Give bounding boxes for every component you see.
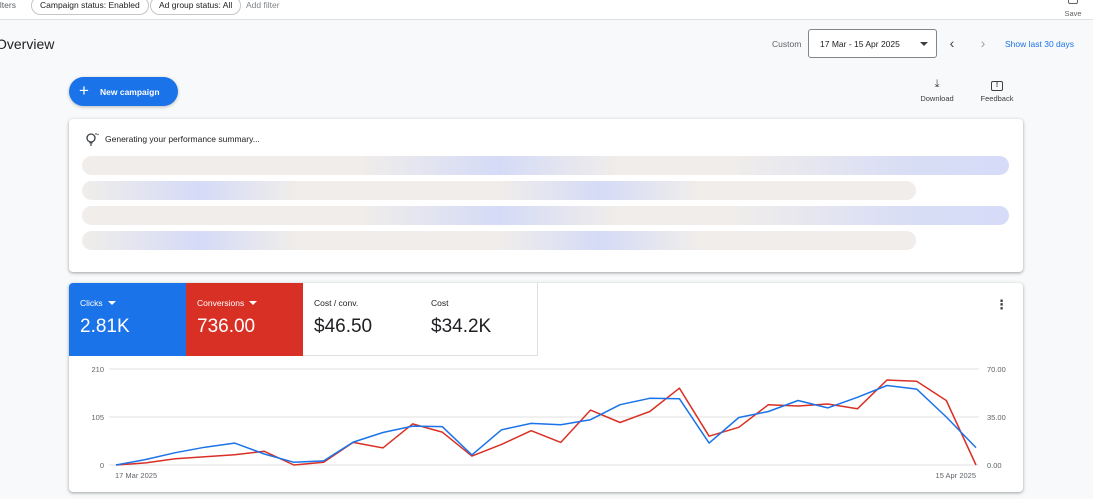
caret-down-icon [920, 42, 928, 46]
left-axis-tick-label: 105 [91, 413, 104, 422]
filter-bar: ilters Campaign status: Enabled Ad group… [0, 0, 1093, 20]
metric-tile-conversions[interactable]: Conversions 736.00 [186, 283, 304, 356]
page-title: Overview [0, 36, 55, 52]
metric-name: Clicks [80, 298, 116, 308]
performance-summary-card: Generating your performance summary... [69, 119, 1023, 272]
plus-icon: + [79, 81, 89, 100]
lightbulb-sparkle-icon [86, 133, 99, 146]
date-range-value: 17 Mar - 15 Apr 2025 [820, 39, 900, 49]
ad-group-status-chip[interactable]: Ad group status: All [150, 0, 242, 15]
performance-line-chart: 0 0.00 105 35.00 210 70.00 17 Mar 2025 15 Apr 2… [91, 365, 1006, 480]
x-axis-start-label: 17 Mar 2025 [115, 471, 157, 480]
feedback-icon: ! [972, 78, 1022, 91]
metric-tile-cost[interactable]: Cost $34.2K [420, 283, 538, 356]
new-campaign-label: New campaign [100, 87, 160, 97]
skeleton-line [82, 156, 1009, 175]
performance-chart-card: Clicks 2.81K Conversions 736.00 Cost / c… [69, 283, 1023, 492]
filters-label[interactable]: ilters [0, 0, 16, 10]
skeleton-line [82, 231, 916, 250]
chevron-left-icon[interactable]: ‹ [949, 35, 955, 51]
add-filter-link[interactable]: Add filter [246, 0, 280, 10]
left-axis-tick-label: 210 [91, 365, 104, 374]
feedback-label: Feedback [980, 94, 1014, 103]
download-button[interactable]: ⤓ Download [912, 78, 962, 106]
caret-down-icon[interactable] [107, 301, 116, 305]
left-axis-tick-label: 0 [100, 461, 104, 470]
metric-value: 2.81K [80, 316, 130, 337]
series-line-clicks [115, 384, 977, 466]
feedback-button[interactable]: ! Feedback [972, 78, 1022, 106]
right-axis-tick-label: 70.00 [987, 365, 1006, 374]
chevron-right-icon[interactable]: › [980, 35, 986, 51]
skeleton-line [82, 181, 916, 200]
show-last-30-days-link[interactable]: Show last 30 days [1005, 39, 1074, 49]
download-icon: ⤓ [934, 78, 940, 90]
new-campaign-button[interactable]: + New campaign [69, 77, 178, 106]
series-line-conversions [115, 379, 977, 466]
right-axis-tick-label: 0.00 [987, 461, 1002, 470]
metric-name: Conversions [197, 298, 258, 308]
x-axis-end-label: 15 Apr 2025 [936, 471, 976, 480]
caret-down-icon[interactable] [249, 301, 258, 305]
more-vert-icon[interactable]: ⋮ [995, 297, 1008, 312]
skeleton-line [82, 206, 1009, 225]
metric-tile-cost-per-conv[interactable]: Cost / conv. $46.50 [303, 283, 421, 356]
save-button[interactable]: Save [1061, 0, 1085, 20]
metric-name: Cost [431, 298, 449, 308]
campaign-status-chip[interactable]: Campaign status: Enabled [31, 0, 149, 15]
custom-range-label: Custom [772, 39, 802, 49]
save-label: Save [1064, 9, 1082, 18]
metric-value: $46.50 [314, 316, 373, 337]
metric-name: Cost / conv. [314, 298, 359, 308]
metric-value: $34.2K [431, 316, 492, 337]
metric-tile-clicks[interactable]: Clicks 2.81K [69, 283, 187, 356]
save-icon [1068, 0, 1078, 4]
date-range-select[interactable]: 17 Mar - 15 Apr 2025 [808, 29, 937, 58]
right-axis-tick-label: 35.00 [987, 413, 1006, 422]
metric-value: 736.00 [197, 316, 256, 337]
summary-status-text: Generating your performance summary... [105, 134, 260, 144]
download-label: Download [920, 94, 954, 103]
